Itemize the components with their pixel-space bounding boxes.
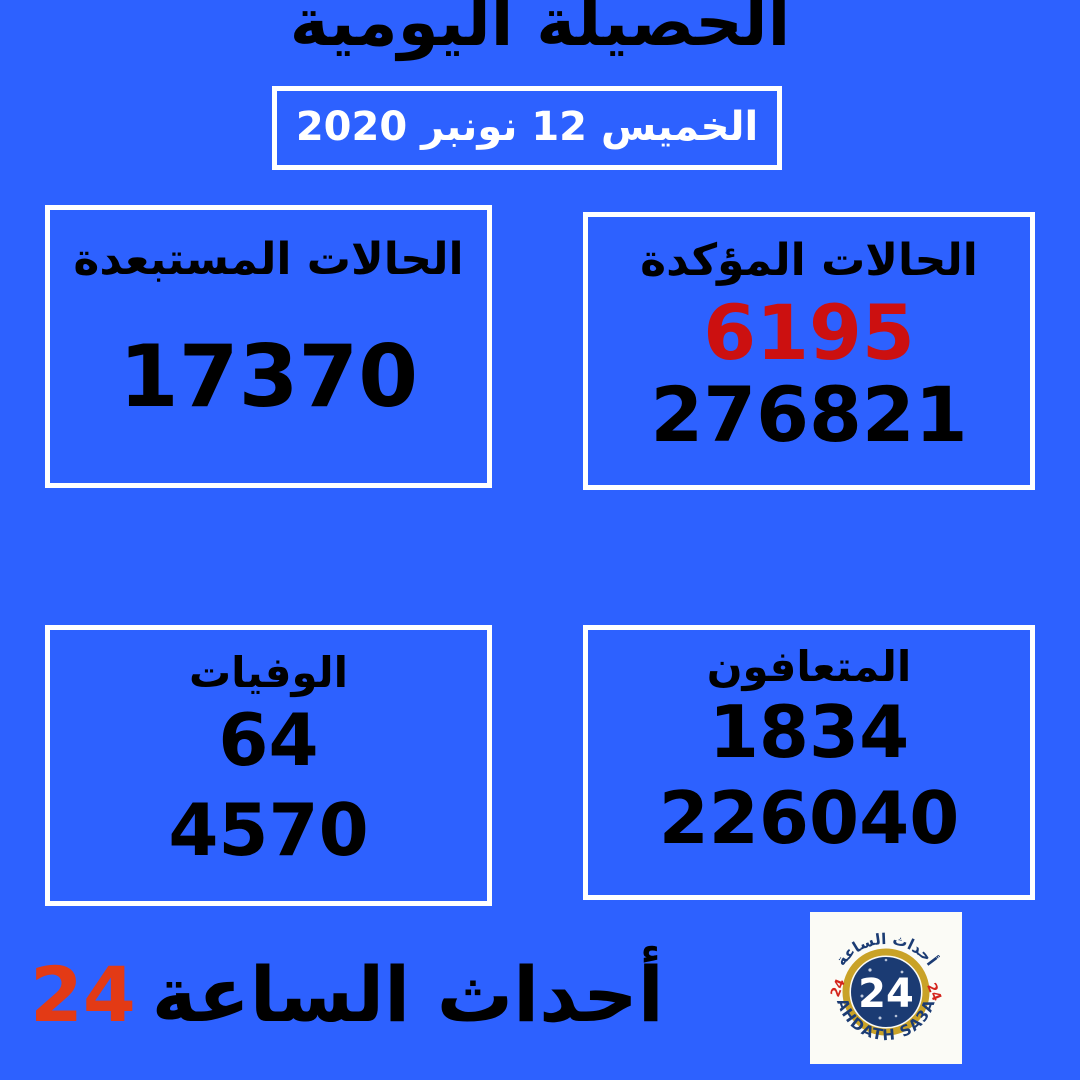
brand-logo-icon: 24 أحداث الساعة AHDATH SA3A 24 24 xyxy=(810,912,962,1064)
stat-value-deaths-total: 4570 xyxy=(168,788,369,872)
stat-label-deaths: الوفيات xyxy=(188,648,349,697)
brand-number-text: 24 xyxy=(30,950,136,1039)
brand-logo: 24 أحداث الساعة AHDATH SA3A 24 24 xyxy=(810,912,962,1064)
svg-text:24: 24 xyxy=(828,977,849,999)
stat-value-recovered-daily: 1834 xyxy=(708,690,910,774)
footer-brand: أحداث الساعة 24 xyxy=(30,940,790,1050)
stat-value-excluded-total: 17370 xyxy=(118,327,419,427)
stat-label-excluded-cases: الحالات المستبعدة xyxy=(73,234,464,285)
stat-label-confirmed-cases: الحالات المؤكدة xyxy=(640,235,978,286)
date-box: الخميس 12 نونبر 2020 xyxy=(272,86,782,170)
stat-card-confirmed-cases: الحالات المؤكدة 6195 276821 xyxy=(583,212,1035,490)
stat-value-deaths-daily: 64 xyxy=(218,698,319,782)
stat-label-recovered: المتعافون xyxy=(706,642,912,691)
logo-side-badge-left: 24 xyxy=(828,977,849,999)
stat-value-confirmed-daily: 6195 xyxy=(703,288,915,377)
stat-card-deaths: الوفيات 64 4570 xyxy=(45,625,492,906)
brand-name-text: أحداث الساعة xyxy=(151,950,664,1039)
logo-side-badge-right: 24 xyxy=(923,981,944,1003)
stat-card-excluded-cases: الحالات المستبعدة 17370 xyxy=(45,205,492,488)
page-title: الحصيلة اليومية xyxy=(289,0,791,61)
logo-center-number: 24 xyxy=(858,971,914,1017)
stat-value-confirmed-total: 276821 xyxy=(650,370,968,459)
svg-text:24: 24 xyxy=(923,981,944,1003)
stat-value-recovered-total: 226040 xyxy=(658,776,960,860)
stat-card-recovered: المتعافون 1834 226040 xyxy=(583,625,1035,900)
report-date: الخميس 12 نونبر 2020 xyxy=(295,103,759,150)
